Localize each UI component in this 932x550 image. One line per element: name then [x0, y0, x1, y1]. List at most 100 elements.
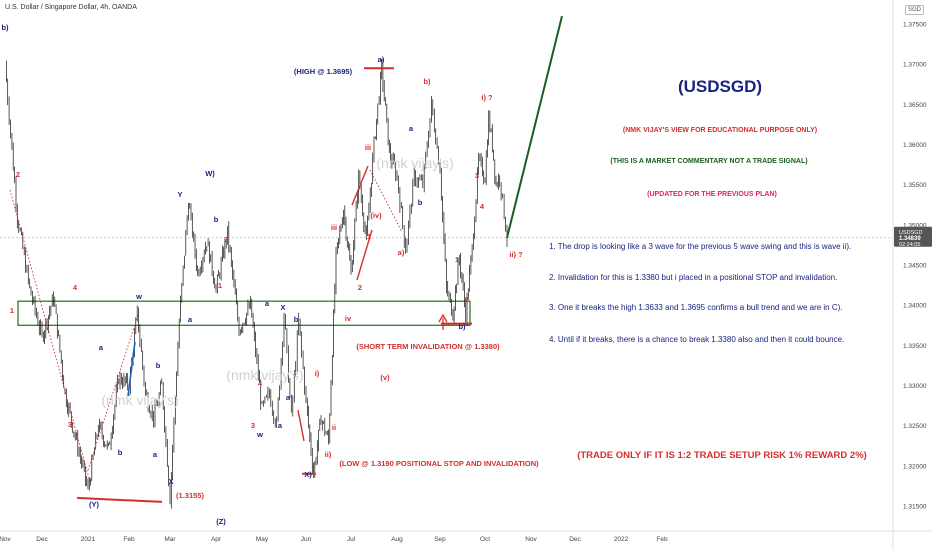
- note-3: 3. One it breaks the high 1.3633 and 1.3…: [549, 303, 843, 312]
- price-tick: 1.34500: [903, 263, 927, 270]
- low-label: (LOW @ 1.3190 POSITIONAL STOP AND INVALI…: [339, 459, 539, 468]
- wave-label: i): [315, 369, 320, 378]
- wave-label: 1: [367, 232, 371, 241]
- wave-label: iii: [331, 223, 337, 232]
- time-tick: Mar: [164, 536, 176, 543]
- wave-line: [297, 409, 305, 442]
- wave-label: b: [118, 448, 123, 457]
- time-tick: Nov: [0, 536, 12, 543]
- wave-label: (Z): [216, 517, 226, 526]
- wave-label: X: [168, 477, 173, 486]
- wave-label: a: [99, 343, 104, 352]
- time-tick: Aug: [391, 536, 403, 543]
- wave-label: 2: [224, 235, 228, 244]
- pair-title: (USDSGD): [678, 77, 762, 96]
- wave-label: a: [188, 315, 193, 324]
- wave-label: 4: [480, 202, 485, 211]
- wave-label: (iv): [370, 211, 382, 220]
- currency-badge[interactable]: SGD: [905, 5, 925, 15]
- countdown: 02:24:05: [899, 242, 920, 248]
- price-tick: 1.33500: [903, 343, 927, 350]
- view-note: (NMK VIJAY'S VIEW FOR EDUCATIONAL PURPOS…: [623, 127, 817, 134]
- wave-label: iii: [365, 143, 371, 152]
- wave-label: 1: [10, 306, 14, 315]
- wave-label: a): [378, 55, 385, 64]
- time-tick: Dec: [36, 536, 48, 543]
- wave-label: 4: [73, 283, 78, 292]
- price-tick: 1.35500: [903, 182, 927, 189]
- wave-label: Y: [177, 190, 182, 199]
- short-invalidation-label: (SHORT TERM INVALIDATION @ 1.3380): [356, 342, 500, 351]
- wave-label: 4: [258, 379, 263, 388]
- price-tick: 1.31500: [903, 503, 927, 510]
- wave-label: 2: [16, 170, 20, 179]
- wave-label: X: [280, 303, 285, 312]
- time-tick: Feb: [123, 536, 135, 543]
- time-tick: 2021: [81, 536, 96, 543]
- support-zone: [17, 300, 471, 326]
- chart-header: U.S. Dollar / Singapore Dollar, 4h, OAND…: [5, 4, 137, 11]
- watermark: (nmk vijay's): [376, 155, 453, 171]
- time-tick: May: [256, 536, 269, 543]
- wave-label: a: [265, 299, 270, 308]
- trend-line: [87, 314, 139, 471]
- price-tick: 1.32000: [903, 463, 927, 470]
- wave-label: (v): [380, 373, 390, 382]
- time-tick: Jul: [347, 536, 356, 543]
- time-tick: Nov: [525, 536, 537, 543]
- wave-label: b): [1, 23, 9, 32]
- note-2: 2. Invalidation for this is 1.3380 but i…: [549, 273, 837, 282]
- time-tick: Feb: [656, 536, 668, 543]
- time-tick: Oct: [480, 536, 490, 543]
- watermark: (nmk vijay's): [101, 392, 178, 408]
- time-tick: Sep: [434, 536, 446, 543]
- wave-label: b): [458, 322, 466, 331]
- wave-line: [351, 165, 369, 206]
- wave-label: a: [409, 124, 414, 133]
- wave-label: a: [278, 421, 283, 430]
- low2-label: (1.3155): [176, 491, 204, 500]
- annotation-lines: [0, 15, 893, 503]
- price-tick: 1.34000: [903, 303, 927, 310]
- price-tick: 1.32500: [903, 423, 927, 430]
- time-tick: Dec: [569, 536, 581, 543]
- time-tick: 2022: [614, 536, 629, 543]
- wave-label: W): [205, 169, 215, 178]
- wave-label: 3: [68, 420, 72, 429]
- wave-label: 1: [455, 255, 459, 264]
- wave-label: 2: [465, 295, 469, 304]
- note-1: 1. The drop is looking like a 3 wave for…: [549, 242, 851, 251]
- wave-label: a): [398, 248, 405, 257]
- wave-label: b: [156, 361, 161, 370]
- last-price-symbol: USDSGD: [899, 230, 923, 236]
- projection-line: [506, 15, 563, 238]
- updated-note: (UPDATED FOR THE PREVIOUS PLAN): [647, 191, 777, 198]
- wave-label: b: [294, 315, 299, 324]
- wave-label: iv: [345, 314, 352, 323]
- price-tick: 1.35000: [903, 222, 927, 229]
- watermark: (nmk vijay's): [226, 367, 303, 383]
- wave-label: ii) ?: [509, 250, 523, 259]
- price-axis: 1.37500 1.37000 1.36500 1.36000 1.35500 1.350…: [892, 0, 932, 550]
- price-tick: 1.33000: [903, 383, 927, 390]
- price-tick: 1.37500: [903, 22, 927, 29]
- candlesticks: [6, 58, 508, 509]
- wave-label: 3: [475, 171, 479, 180]
- wave-label: 2: [358, 283, 362, 292]
- disclaimer-note: (THIS IS A MARKET COMMENTARY NOT A TRADE…: [610, 158, 807, 165]
- wave-label: a: [286, 393, 291, 402]
- trend-line: [9, 189, 91, 483]
- trend-line: [369, 169, 403, 233]
- wave-line: [356, 229, 373, 281]
- arrow-head: [438, 313, 448, 323]
- wave-label: 3: [251, 421, 255, 430]
- wave-label: ii: [332, 423, 336, 432]
- wave-label: a: [153, 450, 158, 459]
- price-tick: 1.36500: [903, 102, 927, 109]
- wave-label: 1: [218, 281, 222, 290]
- trade-rule: (TRADE ONLY IF IT IS 1:2 TRADE SETUP RIS…: [577, 450, 867, 461]
- wave-label: ii): [325, 450, 332, 459]
- wave-label: b): [423, 77, 431, 86]
